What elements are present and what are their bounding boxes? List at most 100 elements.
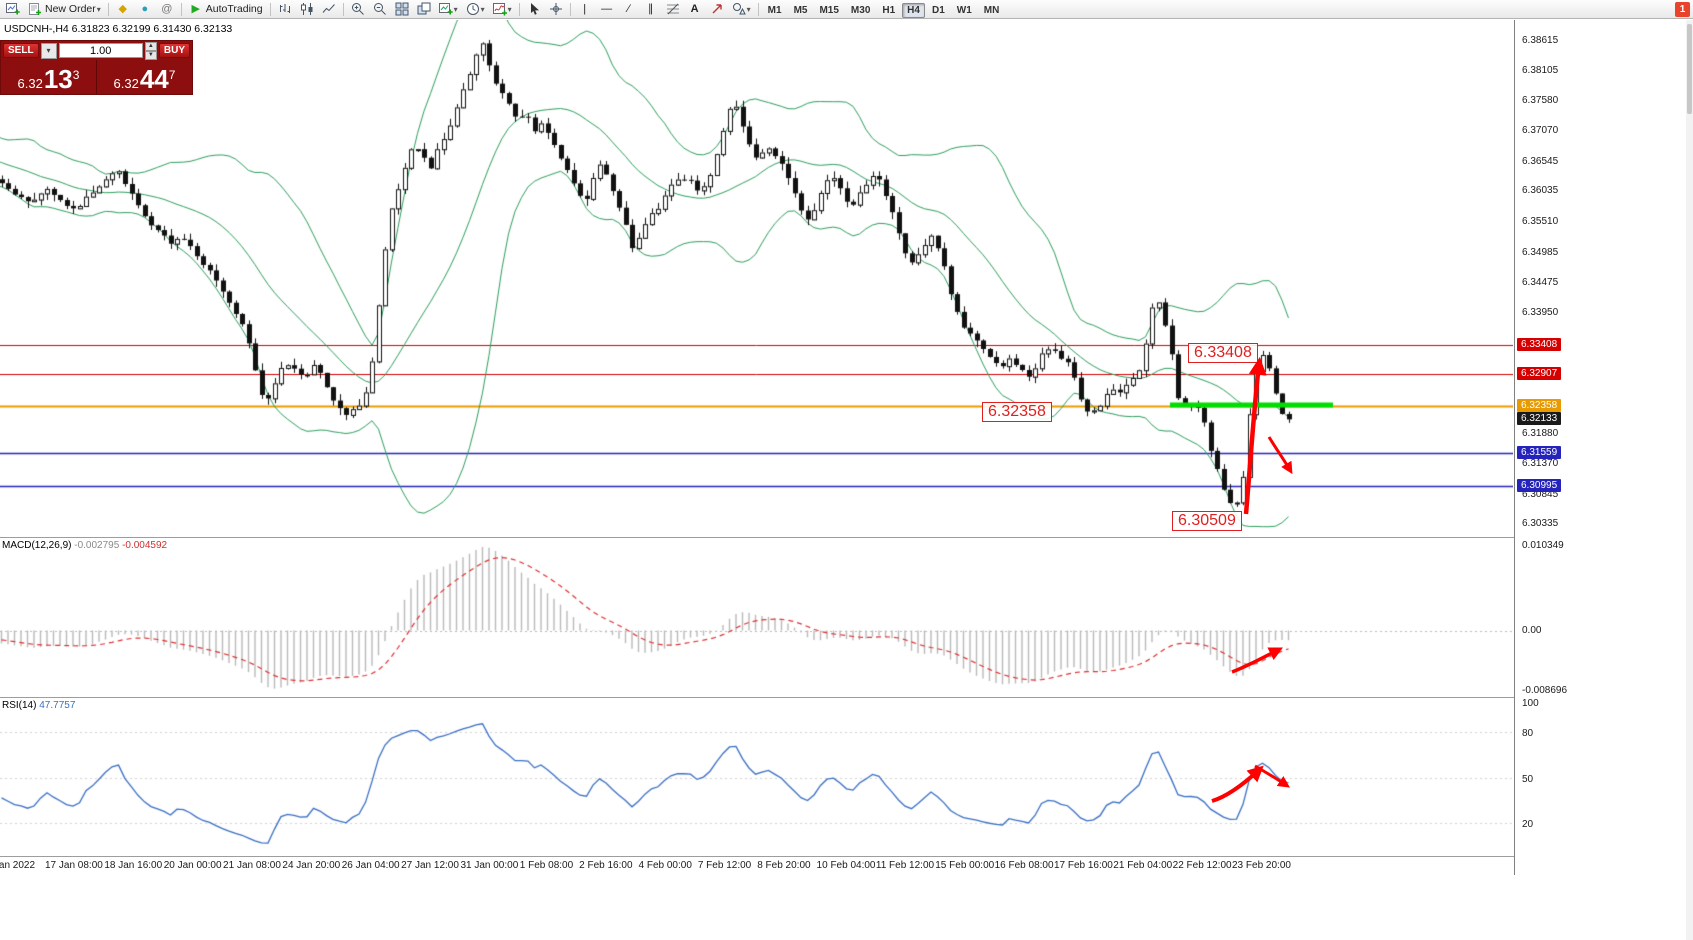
axis-tick-label: 6.38105	[1522, 64, 1559, 76]
time-tick-label: 31 Jan 00:00	[460, 860, 519, 871]
new-order-button[interactable]: New Order ▾	[25, 0, 104, 18]
rsi-label: RSI(14) 47.7757	[2, 700, 76, 711]
metaeditor-button[interactable]: ◆	[113, 0, 133, 18]
time-tick-label: 18 Jan 16:00	[104, 860, 163, 871]
fibonacci-button[interactable]	[663, 0, 683, 18]
price-level-label: 6.32133	[1517, 412, 1562, 426]
cascade-windows-button[interactable]	[414, 0, 434, 18]
time-tick-label: 22 Feb 12:00	[1172, 860, 1232, 871]
new-chart-dropdown-button[interactable]: ▾	[436, 0, 461, 18]
timeframe-m1-button[interactable]: M1	[763, 3, 787, 18]
axis-tick-label: 6.38615	[1522, 34, 1559, 46]
axis-tick-label: -0.008696	[1522, 685, 1568, 696]
horizontal-line-icon: —	[601, 3, 613, 15]
channel-button[interactable]: ∥	[641, 0, 661, 18]
axis-tick-label: 6.31370	[1522, 457, 1559, 469]
buy-price-button[interactable]: 6.32 44 7	[97, 60, 192, 94]
trendline-button[interactable]: ∕	[619, 0, 639, 18]
timeframe-m30-button[interactable]: M30	[846, 3, 875, 18]
options-icon: ●	[141, 3, 149, 15]
volume-dropdown[interactable]: ▾	[40, 42, 57, 59]
cursor-icon	[530, 3, 539, 15]
timeframe-m5-button[interactable]: M5	[789, 3, 813, 18]
timeframe-h1-button[interactable]: H1	[877, 3, 900, 18]
buy-price-prefix: 6.32	[113, 76, 139, 91]
cascade-windows-icon	[417, 2, 431, 15]
timeframe-group: M1 M5 M15 M30 H1 H4 D1 W1 MN	[762, 0, 1006, 18]
volume-spinner: ▲ ▼	[144, 41, 157, 60]
toolbar-separator	[569, 2, 571, 16]
periods-button[interactable]: ▾	[463, 0, 488, 18]
sell-price-button[interactable]: 6.32 13 3	[1, 60, 96, 94]
buy-price-sup: 7	[168, 68, 176, 82]
chevron-down-icon: ▾	[453, 4, 458, 14]
volume-decrease-button[interactable]: ▼	[144, 50, 157, 60]
time-tick-label: 21 Feb 04:00	[1113, 860, 1173, 871]
macd-indicator-panel[interactable]	[0, 538, 1513, 698]
time-tick-label: 24 Jan 20:00	[282, 860, 341, 871]
timeframe-h4-button[interactable]: H4	[902, 3, 925, 18]
zoom-out-button[interactable]	[370, 0, 390, 18]
horizontal-line-button[interactable]: —	[597, 0, 617, 18]
autotrading-button[interactable]: ▶ AutoTrading	[186, 0, 266, 18]
text-tool-button[interactable]: A	[685, 0, 705, 18]
candlestick-chart-button[interactable]	[297, 0, 317, 18]
time-tick-label: 2 Feb 16:00	[579, 860, 633, 871]
tile-windows-button[interactable]	[392, 0, 412, 18]
axis-tick-label: 0.00	[1522, 624, 1542, 636]
panel-separator[interactable]	[0, 697, 1686, 698]
crosshair-button[interactable]	[546, 0, 566, 18]
indicators-icon	[492, 3, 507, 16]
timeframe-w1-button[interactable]: W1	[952, 3, 977, 18]
time-tick-label: 21 Jan 08:00	[223, 860, 281, 871]
vertical-line-button[interactable]: |	[575, 0, 595, 18]
volume-increase-button[interactable]: ▲	[144, 41, 157, 51]
sell-button[interactable]: SELL	[3, 43, 39, 58]
bar-chart-button[interactable]	[275, 0, 295, 18]
price-axis[interactable]: 6.38615 6.38105 6.37580 6.37070 6.36545 6.360…	[1514, 20, 1686, 875]
arrows-icon	[712, 4, 722, 14]
axis-tick-label: 6.34985	[1522, 246, 1559, 258]
time-tick-label: 17 Jan 08:00	[45, 860, 103, 871]
vertical-line-icon: |	[583, 3, 587, 15]
time-tick-label: 11 Feb 12:00	[875, 860, 935, 871]
main-price-chart[interactable]	[0, 20, 1513, 538]
line-chart-icon	[322, 4, 335, 13]
toolbar-separator	[269, 2, 271, 16]
shapes-icon	[732, 3, 746, 15]
axis-tick-label: 20	[1522, 818, 1534, 830]
zoom-in-button[interactable]	[348, 0, 368, 18]
trendline-icon: ∕	[627, 3, 630, 15]
new-chart-icon	[6, 3, 20, 15]
new-order-label: New Order	[45, 3, 96, 15]
rsi-indicator-panel[interactable]	[0, 698, 1513, 857]
macd-main-value: -0.002795	[74, 540, 120, 551]
scrollbar-thumb[interactable]	[1687, 24, 1692, 114]
new-chart-button[interactable]	[3, 0, 23, 18]
volume-input[interactable]	[58, 43, 143, 58]
price-annotation: 6.30509	[1172, 511, 1242, 531]
indicators-button[interactable]: ▾	[490, 0, 515, 18]
time-tick-label: 20 Jan 00:00	[163, 860, 222, 871]
metaeditor-icon: ◆	[118, 3, 128, 15]
panel-separator[interactable]	[0, 537, 1686, 538]
price-level-label: 6.33408	[1517, 337, 1562, 351]
timeframe-d1-button[interactable]: D1	[927, 3, 950, 18]
notification-badge[interactable]: 1	[1675, 1, 1690, 17]
buy-button[interactable]: BUY	[158, 43, 190, 58]
line-chart-button[interactable]	[319, 0, 339, 18]
arrows-tool-button[interactable]	[707, 0, 727, 18]
timeframe-mn-button[interactable]: MN	[979, 3, 1005, 18]
timeframe-m15-button[interactable]: M15	[814, 3, 843, 18]
shapes-button[interactable]: ▾	[729, 0, 754, 18]
time-tick-label: 8 Feb 20:00	[757, 860, 811, 871]
chevron-down-icon: ▾	[507, 4, 512, 14]
toolbar-separator	[342, 2, 344, 16]
market-watch-button[interactable]: @	[157, 0, 177, 18]
cursor-button[interactable]	[524, 0, 544, 18]
new-order-icon	[29, 3, 41, 15]
options-button[interactable]: ●	[135, 0, 155, 18]
vertical-scrollbar[interactable]	[1686, 20, 1693, 940]
